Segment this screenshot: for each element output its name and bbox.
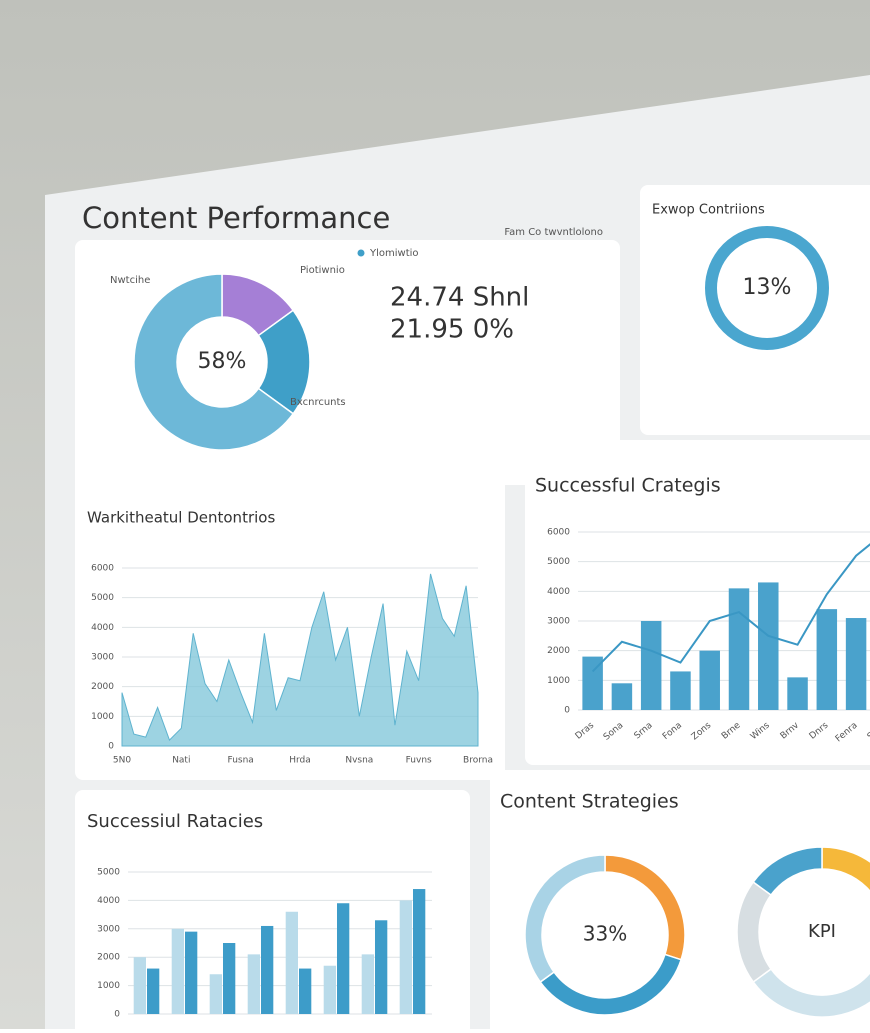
- y-tick-label: 0: [114, 1010, 120, 1020]
- legend-label: Ylomiwtio: [369, 248, 419, 259]
- y-tick-label: 5000: [97, 868, 120, 878]
- y-tick-label: 6000: [91, 564, 114, 574]
- y-tick-label: 3000: [91, 653, 114, 663]
- panel-title: Exwop Contriions: [652, 203, 765, 218]
- bar: [399, 900, 412, 1014]
- slice: [133, 273, 295, 451]
- panel: [75, 470, 505, 780]
- y-tick-label: 0: [108, 742, 114, 752]
- x-tick-label: Nvsna: [345, 756, 373, 766]
- y-tick-label: 2000: [91, 682, 114, 692]
- y-tick-label: 5000: [547, 557, 570, 567]
- panel-title: Content Strategies: [500, 791, 679, 813]
- bar: [209, 974, 222, 1014]
- y-tick-label: 6000: [547, 528, 570, 538]
- x-tick-label: Fuvns: [406, 756, 432, 766]
- bar: [299, 968, 312, 1014]
- center-label: 33%: [583, 922, 627, 946]
- page-title: Content Performance: [82, 201, 390, 235]
- center-label: 58%: [198, 349, 247, 374]
- panel: [640, 185, 870, 435]
- bar: [670, 671, 691, 710]
- slice-label: Piotiwnio: [300, 265, 345, 276]
- bar: [611, 683, 633, 710]
- stat: 24.74 Shnl: [390, 283, 529, 313]
- bar: [361, 954, 374, 1014]
- bar: [758, 582, 779, 710]
- slice-label: Nwtcihe: [110, 275, 150, 286]
- panel: [490, 770, 870, 1033]
- bar: [185, 931, 198, 1014]
- panel-title: Successful Crategis: [535, 475, 721, 497]
- center-label: 13%: [743, 275, 792, 300]
- bar: [413, 889, 426, 1014]
- y-tick-label: 4000: [91, 623, 114, 633]
- center-label: KPI: [808, 921, 836, 942]
- bar: [171, 928, 184, 1014]
- bar: [285, 911, 298, 1014]
- slice: [524, 854, 606, 984]
- y-tick-label: 3000: [97, 924, 120, 934]
- stat: 21.95 0%: [390, 315, 514, 345]
- y-tick-label: 2000: [547, 646, 570, 656]
- legend-dot: [357, 249, 365, 257]
- y-tick-label: 1000: [91, 712, 114, 722]
- bar: [582, 656, 603, 710]
- bar: [261, 925, 274, 1014]
- line: [591, 543, 870, 673]
- bar: [323, 965, 336, 1014]
- x-tick-label: 5N0: [113, 756, 131, 766]
- x-tick-label: Hrda: [289, 756, 311, 766]
- x-tick-label: Fusna: [228, 756, 254, 766]
- slice: [821, 846, 870, 893]
- x-tick-label: Nati: [172, 756, 190, 766]
- y-tick-label: 1000: [547, 676, 570, 686]
- y-tick-label: 5000: [91, 593, 114, 603]
- y-tick-label: 3000: [547, 617, 570, 627]
- bar: [337, 903, 350, 1014]
- bar: [375, 920, 388, 1014]
- y-tick-label: 0: [564, 706, 570, 716]
- area: [121, 573, 479, 747]
- bar: [845, 618, 867, 710]
- y-tick-label: 2000: [97, 953, 120, 963]
- y-tick-label: 1000: [97, 981, 120, 991]
- slice-label: Bxcnrcunts: [290, 397, 346, 408]
- slice: [705, 226, 829, 350]
- bar: [728, 588, 750, 710]
- bar: [223, 943, 236, 1014]
- x-tick-label: Brorna: [463, 756, 493, 766]
- slice: [752, 846, 823, 897]
- panel-title: Successiul Ratacies: [87, 811, 263, 832]
- y-tick-label: 4000: [97, 896, 120, 906]
- panel: [525, 440, 870, 765]
- bar: [787, 677, 808, 710]
- bar: [247, 954, 260, 1014]
- bar: [699, 650, 720, 710]
- bar: [147, 968, 160, 1014]
- link[interactable]: Fam Co twvntlolono: [504, 227, 603, 238]
- bar: [640, 621, 662, 710]
- y-tick-label: 4000: [547, 587, 570, 597]
- bar: [133, 957, 146, 1014]
- bar: [816, 609, 838, 710]
- panel-title: Warkitheatul Dentontrios: [87, 509, 275, 527]
